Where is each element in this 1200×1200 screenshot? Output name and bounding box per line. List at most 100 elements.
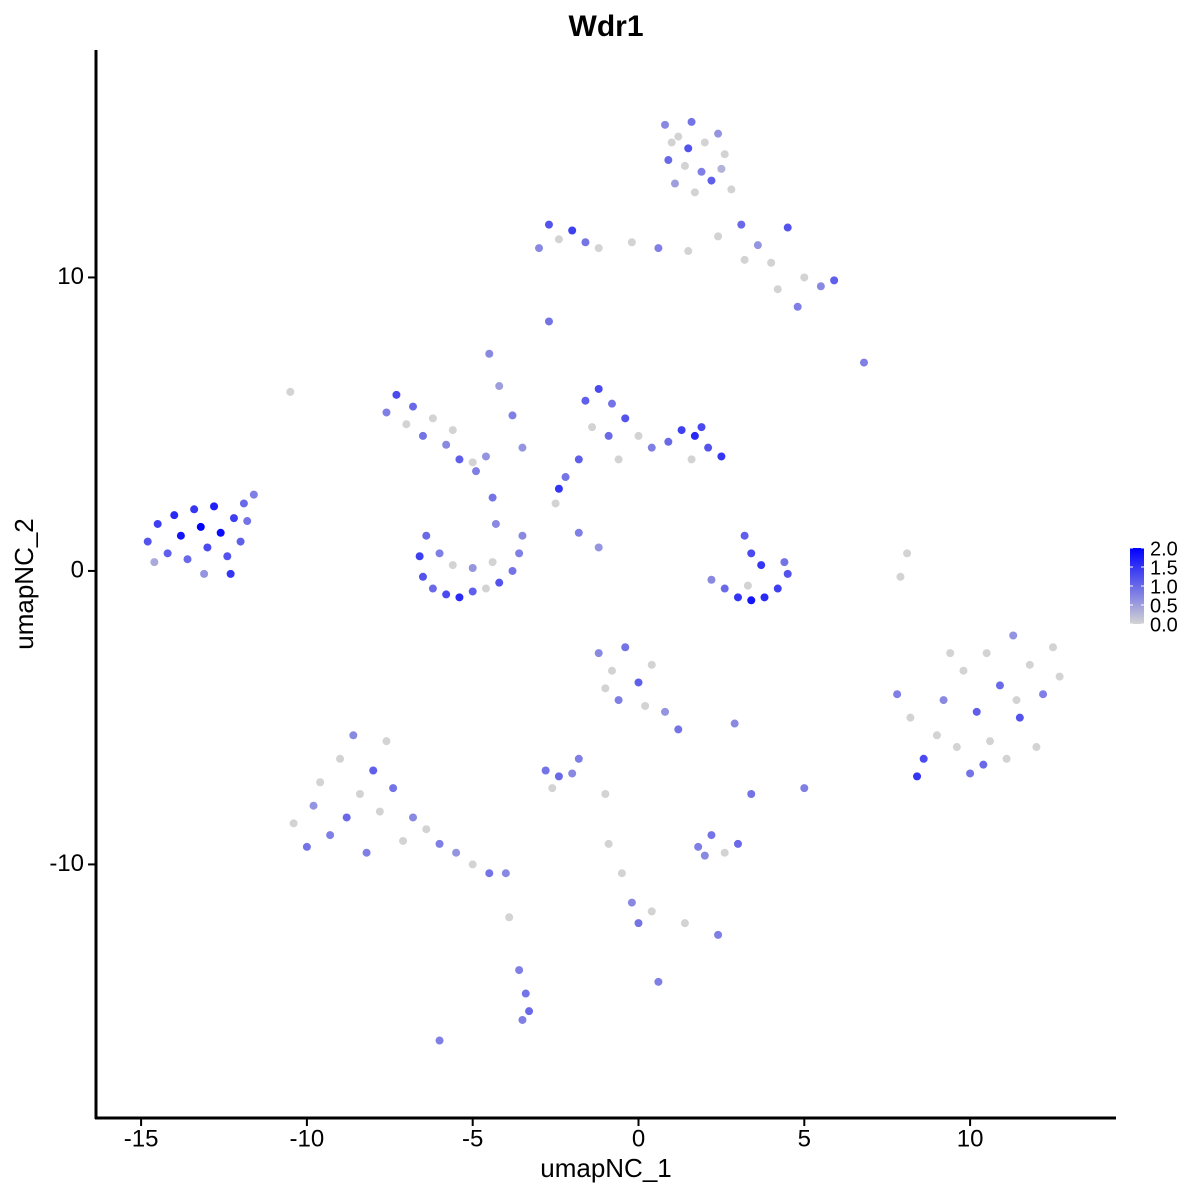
point (690, 188, 699, 197)
point (604, 839, 613, 848)
point (687, 455, 696, 464)
point (342, 813, 351, 822)
points (143, 117, 1064, 1045)
point (551, 499, 560, 508)
point (488, 493, 497, 502)
point (783, 223, 792, 232)
point (614, 696, 623, 705)
point (906, 713, 915, 722)
chart-title: Wdr1 (569, 10, 644, 43)
point (541, 766, 550, 775)
point (700, 851, 709, 860)
point (661, 120, 670, 129)
point (210, 502, 219, 511)
point (382, 737, 391, 746)
point (727, 185, 736, 194)
point (697, 423, 706, 432)
point (286, 387, 295, 396)
point (495, 578, 504, 587)
point (226, 569, 235, 578)
point (740, 531, 749, 540)
point (733, 839, 742, 848)
point (972, 707, 981, 716)
point (515, 966, 524, 975)
point (389, 784, 398, 793)
point (518, 531, 527, 540)
point (684, 144, 693, 153)
point (674, 725, 683, 734)
point (170, 511, 179, 520)
point (554, 772, 563, 781)
point (249, 490, 258, 499)
point (641, 701, 650, 710)
point (1032, 743, 1041, 752)
point (418, 431, 427, 440)
point (654, 977, 663, 986)
point (399, 836, 408, 845)
point (979, 760, 988, 769)
point (661, 707, 670, 716)
point (422, 825, 431, 834)
point (714, 232, 723, 241)
point (535, 244, 544, 253)
point (952, 743, 961, 752)
point (800, 273, 809, 282)
point (452, 848, 461, 857)
point (415, 552, 424, 561)
point (747, 596, 756, 605)
point (143, 537, 152, 546)
point (647, 660, 656, 669)
point (223, 552, 232, 561)
point (481, 584, 490, 593)
y-axis-label: umapNC_2 (9, 518, 39, 650)
point (435, 1036, 444, 1045)
point (508, 566, 517, 575)
point (392, 390, 401, 399)
point (939, 696, 948, 705)
x-axis-label: umapNC_1 (540, 1153, 672, 1183)
point (1009, 631, 1018, 640)
point (932, 731, 941, 740)
point (982, 649, 991, 658)
point (816, 282, 825, 291)
point (747, 549, 756, 558)
point (720, 584, 729, 593)
point (634, 919, 643, 928)
point (581, 238, 590, 247)
point (830, 276, 839, 285)
point (472, 467, 481, 476)
point (1039, 690, 1048, 699)
point (574, 528, 583, 537)
point (382, 408, 391, 417)
x-tick-label: 5 (798, 1125, 811, 1152)
point (946, 649, 955, 658)
point (336, 754, 345, 763)
point (647, 907, 656, 916)
point (680, 161, 689, 170)
point (435, 839, 444, 848)
point (966, 769, 975, 778)
point (515, 549, 524, 558)
point (521, 989, 530, 998)
point (495, 382, 504, 391)
point (859, 358, 868, 367)
point (554, 235, 563, 244)
point (670, 179, 679, 188)
point (1015, 713, 1024, 722)
point (239, 499, 248, 508)
point (707, 575, 716, 584)
point (913, 772, 922, 781)
point (1048, 643, 1057, 652)
point (349, 731, 358, 740)
point (355, 789, 364, 798)
point (481, 452, 490, 461)
point (677, 426, 686, 435)
point (176, 531, 185, 540)
point (375, 807, 384, 816)
point (717, 452, 726, 461)
point (548, 784, 557, 793)
x-tick-label: -5 (462, 1125, 483, 1152)
point (714, 930, 723, 939)
point (485, 869, 494, 878)
